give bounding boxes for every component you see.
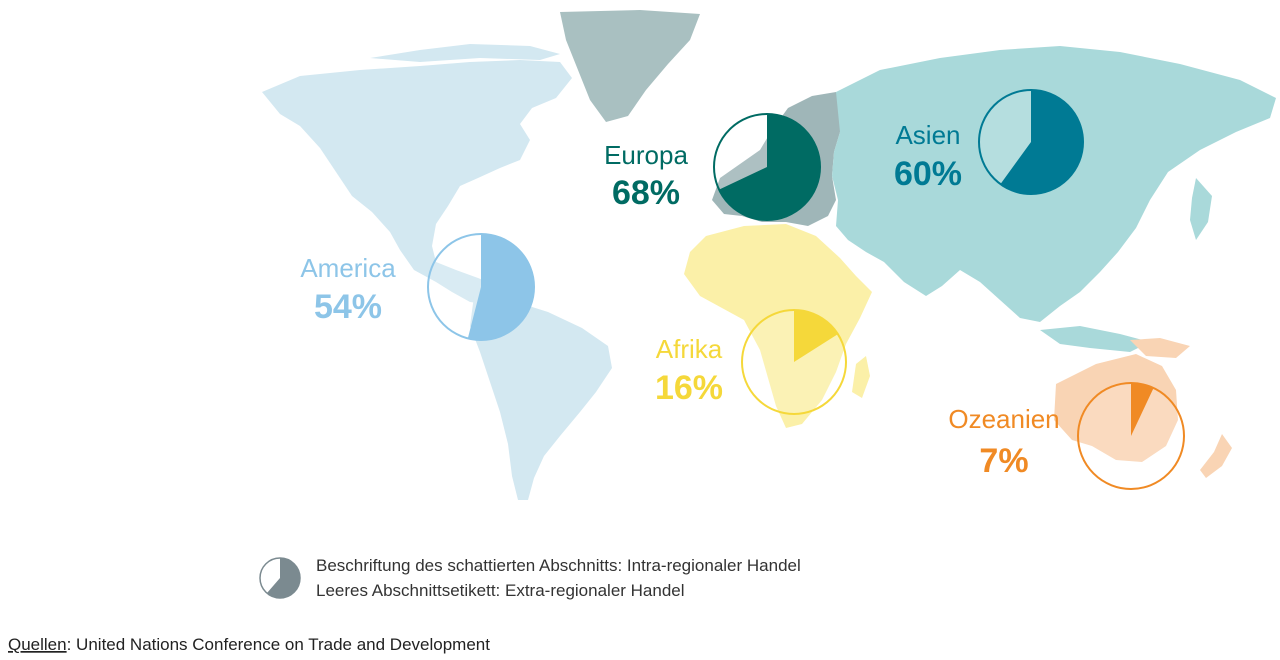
europa-pie — [713, 113, 821, 221]
new-zealand-land — [1200, 434, 1232, 478]
asien-percent: 60% — [894, 155, 962, 193]
america-name: America — [300, 253, 396, 283]
afrika-pie — [741, 309, 847, 415]
legend: Beschriftung des schattierten Abschnitts… — [259, 556, 801, 600]
europa-percent: 68% — [612, 174, 680, 212]
ozeanien-pie — [1077, 382, 1185, 490]
south-america-land — [470, 296, 612, 500]
japan-land — [1190, 178, 1212, 240]
asien-pie — [978, 89, 1084, 195]
america-pie — [427, 233, 535, 341]
legend-line-intra: Beschriftung des schattierten Abschnitts… — [316, 556, 801, 575]
europa-name: Europa — [604, 140, 688, 170]
new-guinea-land — [1130, 338, 1190, 358]
asien-name: Asien — [895, 120, 960, 150]
asien-pie-slice — [1000, 90, 1084, 194]
africa-land — [684, 224, 872, 428]
afrika-percent: 16% — [655, 369, 723, 407]
north-america-land — [262, 60, 572, 304]
ozeanien-pie-slice — [1131, 383, 1154, 436]
source-text: : United Nations Conference on Trade and… — [67, 635, 491, 654]
afrika-pie-slice — [794, 310, 838, 362]
arctic-islands-land — [370, 44, 560, 62]
europa-pie-slice — [719, 114, 820, 221]
ozeanien-percent: 7% — [979, 442, 1028, 480]
australia-land — [1054, 354, 1178, 462]
source-line: Quellen: United Nations Conference on Tr… — [8, 635, 490, 654]
greenland-land — [560, 10, 700, 122]
america-percent: 54% — [314, 288, 382, 326]
legend-pie-slice — [267, 557, 301, 598]
se-asia-islands-land — [1040, 326, 1150, 352]
afrika-name: Afrika — [656, 334, 723, 364]
source-prefix: Quellen — [8, 635, 67, 654]
america-pie-slice — [467, 233, 535, 340]
legend-line-extra: Leeres Abschnittsetikett: Extra-regional… — [316, 581, 685, 600]
madagascar-land — [852, 356, 870, 398]
ozeanien-name: Ozeanien — [948, 404, 1059, 434]
